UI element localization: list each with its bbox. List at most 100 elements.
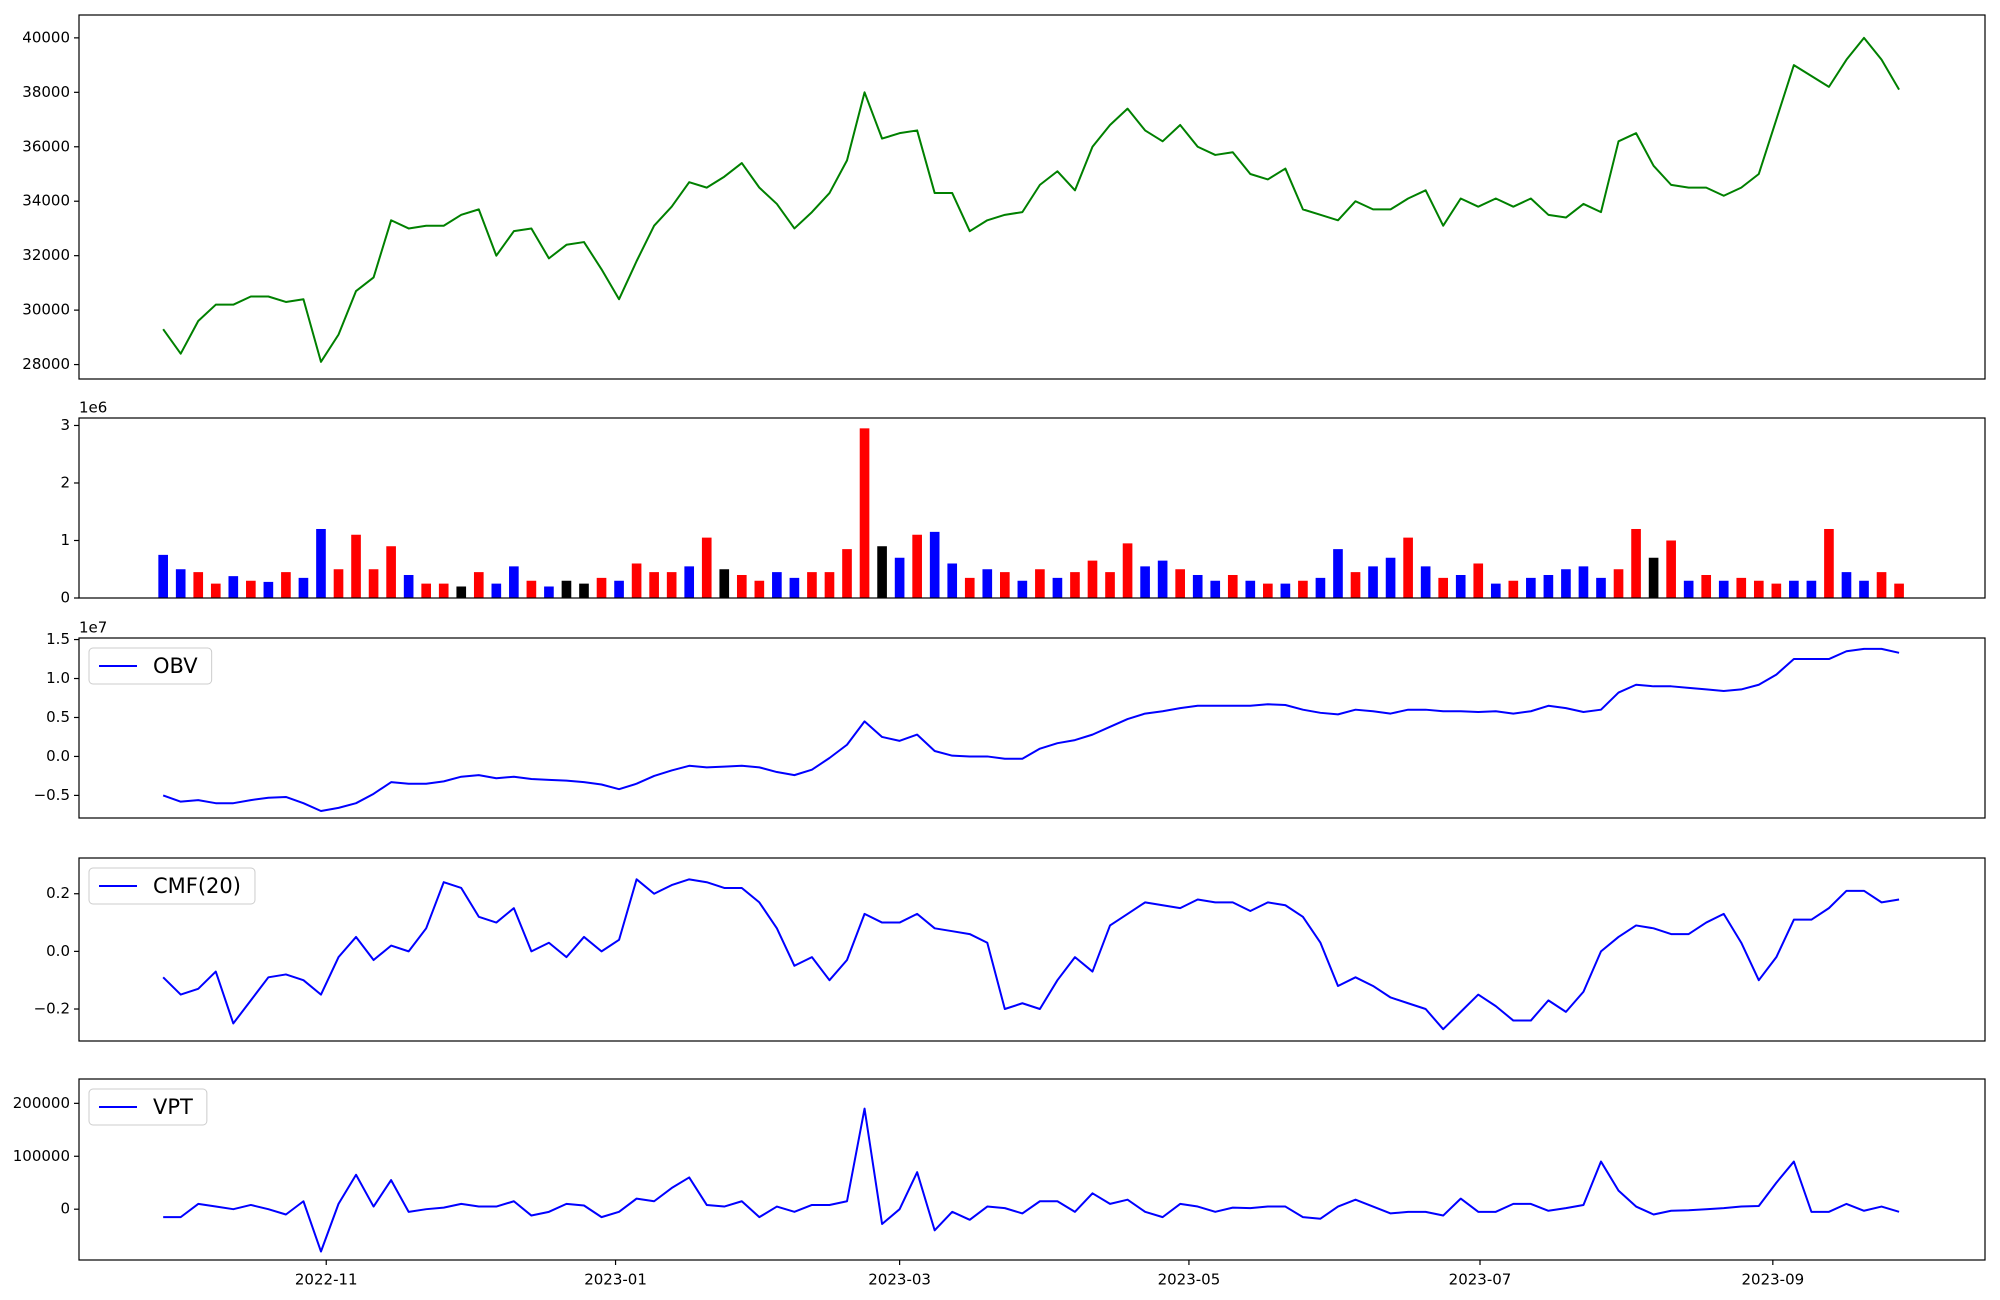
volume-bar xyxy=(1701,574,1712,598)
y-tick-label: 0.0 xyxy=(46,747,70,765)
volume-bar xyxy=(1227,574,1238,598)
y-tick-label: 30000 xyxy=(22,301,70,319)
volume-bar xyxy=(1210,580,1221,598)
volume-bar xyxy=(824,572,835,598)
axes-frame xyxy=(78,1078,1986,1261)
volume-bar xyxy=(842,549,852,598)
line-series xyxy=(162,36,1900,363)
volume-bar xyxy=(1192,574,1203,598)
volume-bar xyxy=(1683,580,1694,598)
panel: 0 1 2 3 1e6 xyxy=(60,399,1986,607)
volume-bar xyxy=(631,563,642,598)
volume-bar xyxy=(1052,577,1063,598)
volume-bar xyxy=(754,580,765,598)
volume-bar xyxy=(1894,583,1904,598)
y-tick-label: 1 xyxy=(60,531,70,549)
volume-bar xyxy=(772,572,782,598)
y-tick-label: 1.0 xyxy=(46,669,70,687)
y-tick-label: 0.0 xyxy=(46,942,70,960)
legend-label: VPT xyxy=(153,1095,193,1119)
y-tick-label: 28000 xyxy=(22,355,70,373)
x-tick-label: 2023-03 xyxy=(868,1271,931,1289)
line-series xyxy=(162,647,1900,812)
volume-bar xyxy=(789,577,800,598)
volume-bar xyxy=(1385,557,1396,598)
y-tick-label: −0.2 xyxy=(34,1000,70,1018)
legend-label: CMF(20) xyxy=(153,874,241,898)
y-tick-label: 0.2 xyxy=(46,884,70,902)
x-tick-label: 2023-07 xyxy=(1449,1271,1512,1289)
y-tick-label: 40000 xyxy=(22,28,70,46)
volume-bar xyxy=(1420,566,1431,598)
volume-bar xyxy=(1578,566,1589,598)
volume-bar xyxy=(1122,543,1133,598)
volume-bar xyxy=(1876,572,1887,598)
volume-bar xyxy=(1070,572,1080,598)
y-tick-label: 0 xyxy=(60,1200,70,1218)
volume-bar xyxy=(1490,583,1501,598)
volume-bar xyxy=(666,572,677,598)
volume-bar xyxy=(649,572,659,598)
legend: CMF(20) xyxy=(88,867,256,905)
y-tick-label: 36000 xyxy=(22,137,70,155)
volume-bar xyxy=(579,583,589,598)
volume-bar xyxy=(1368,566,1378,598)
panel: −0.5 0.0 0.5 1.0 1.5 1e7 OBV xyxy=(34,619,1986,819)
y-tick-label: 0 xyxy=(60,589,70,607)
volume-bar xyxy=(228,576,239,598)
volume-bar xyxy=(351,534,361,598)
volume-bar xyxy=(982,569,993,598)
y-tick-label: 200000 xyxy=(13,1094,70,1112)
volume-bar xyxy=(333,569,344,598)
volume-bar xyxy=(1333,549,1343,598)
y-tick-label: 2 xyxy=(60,473,70,491)
axes-frame xyxy=(78,857,1986,1042)
volume-bar xyxy=(614,580,624,598)
y-tick-label: 38000 xyxy=(22,83,70,101)
volume-bar xyxy=(1350,572,1361,598)
volume-bar xyxy=(1017,580,1028,598)
y-tick-label: 32000 xyxy=(22,246,70,264)
volume-bar xyxy=(368,569,379,598)
volume-bar xyxy=(1753,580,1764,598)
volume-bar xyxy=(912,534,922,598)
line-series xyxy=(162,878,1900,1031)
legend-box xyxy=(88,647,213,685)
axes-frame xyxy=(78,14,1986,380)
y-tick-label: 100000 xyxy=(13,1147,70,1165)
y-tick-label: −0.5 xyxy=(34,786,70,804)
volume-bar xyxy=(263,581,274,598)
volume-bar xyxy=(561,580,572,598)
volume-bar xyxy=(316,528,326,598)
volume-bar xyxy=(1473,563,1484,598)
y-tick-label: 34000 xyxy=(22,192,70,210)
volume-bar xyxy=(1035,569,1045,598)
volume-bar xyxy=(596,577,607,598)
legend-box xyxy=(88,867,256,905)
x-tick-label: 2023-09 xyxy=(1741,1271,1804,1289)
volume-bar xyxy=(281,572,291,598)
volume-bar xyxy=(1859,580,1869,598)
axis-offset: 1e6 xyxy=(79,399,107,417)
volume-bar xyxy=(736,574,747,598)
volume-bar xyxy=(1157,560,1168,598)
volume-bar xyxy=(1175,569,1185,598)
volume-bar xyxy=(1087,560,1098,598)
volume-bar xyxy=(1438,577,1449,598)
volume-bar xyxy=(1789,580,1799,598)
line-series xyxy=(163,1107,1900,1253)
volume-bar xyxy=(421,583,432,598)
y-tick-label: 0.5 xyxy=(46,708,70,726)
volume-bar xyxy=(684,566,695,598)
legend-label: OBV xyxy=(153,654,198,678)
volume-bar xyxy=(456,586,467,598)
volume-bar xyxy=(298,577,309,598)
volume-bar xyxy=(701,537,712,598)
volume-bar xyxy=(491,583,502,598)
volume-bar xyxy=(158,554,168,598)
x-tick-label: 2023-05 xyxy=(1158,1271,1221,1289)
volume-bar xyxy=(1841,572,1852,598)
volume-bar xyxy=(246,580,256,598)
